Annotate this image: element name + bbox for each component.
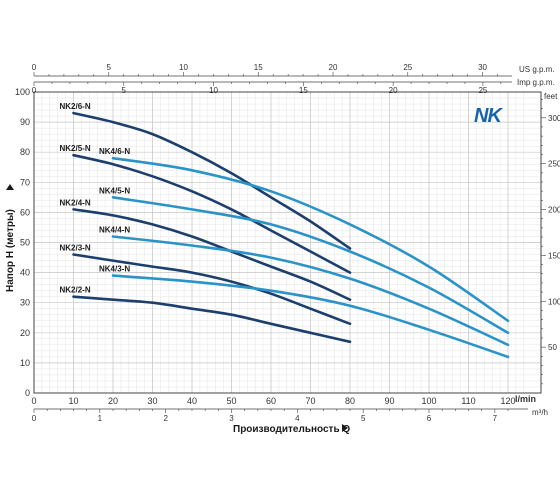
y-tick-label: 90 xyxy=(20,117,30,127)
bottom2-unit: m³/h xyxy=(532,408,548,417)
curve-nk4-4-n xyxy=(111,235,510,347)
curve-nk2-4-n xyxy=(72,208,352,301)
x-axis-title: Производительность Q xyxy=(233,424,350,435)
y2-unit: feet xyxy=(544,92,558,101)
bottom2-tick-label: 0 xyxy=(32,414,37,423)
curve-label-nk2-3-n: NK2/3-N xyxy=(60,244,91,253)
x-tick-label: 50 xyxy=(226,396,236,406)
x-tick-label: 10 xyxy=(68,396,78,406)
y-tick-label: 20 xyxy=(20,328,30,338)
y-tick-label: 10 xyxy=(20,358,30,368)
top2-tick-label: 25 xyxy=(478,86,487,95)
y-axis-title: Напор H (метры) xyxy=(5,209,16,292)
bottom2-tick-label: 6 xyxy=(427,414,432,423)
y2-tick-label: 50 xyxy=(548,343,557,352)
top1-tick-label: 5 xyxy=(107,63,112,72)
top2-unit: Imp g.p.m. xyxy=(517,78,555,87)
curve-label-nk2-5-n: NK2/5-N xyxy=(60,144,91,153)
y-tick-label: 100 xyxy=(15,87,30,97)
x-tick-label: 40 xyxy=(187,396,197,406)
bottom2-tick-label: 2 xyxy=(163,414,168,423)
curve-nk2-3-n xyxy=(72,253,352,326)
top1-tick-label: 20 xyxy=(329,63,338,72)
top2-tick-label: 10 xyxy=(209,86,218,95)
y-axis-arrow-icon xyxy=(6,184,14,190)
x-unit: l/min xyxy=(515,394,536,404)
curve-nk2-5-n xyxy=(72,153,352,274)
curve-label-nk2-4-n: NK2/4-N xyxy=(60,198,91,207)
x-tick-label: 120 xyxy=(500,396,515,406)
curves: NK2/6-N NK2/5-N NK2/4-N NK2/3-N NK2/2-N NK4/6… xyxy=(60,102,510,359)
x-tick-label: 90 xyxy=(384,396,394,406)
y2-tick-label: 200 xyxy=(548,206,560,215)
x-tick-label: 30 xyxy=(147,396,157,406)
top1-tick-label: 30 xyxy=(478,63,487,72)
curve-nk2-2-n xyxy=(72,295,352,344)
curve-label-nk4-4-n: NK4/4-N xyxy=(99,225,130,234)
x-tick-label: 100 xyxy=(421,396,436,406)
x-tick-label: 110 xyxy=(461,396,475,406)
top1-tick-label: 25 xyxy=(403,63,412,72)
bottom2-tick-label: 1 xyxy=(98,414,103,423)
y2-tick-label: 250 xyxy=(548,160,560,169)
y-tick-label: 60 xyxy=(20,207,30,217)
y-tick-label: 70 xyxy=(20,177,30,187)
x-tick-label: 70 xyxy=(305,396,315,406)
y-tick-label: 40 xyxy=(20,268,30,278)
top2-tick-label: 0 xyxy=(32,86,37,95)
y2-tick-label: 300 xyxy=(548,114,560,123)
y-tick-label: 50 xyxy=(20,238,30,248)
x-tick-label: 0 xyxy=(31,396,36,406)
top1-tick-label: 0 xyxy=(32,63,37,72)
curve-nk4-5-n xyxy=(111,196,510,335)
y2-tick-label: 150 xyxy=(548,251,560,260)
nk-logo: NK xyxy=(474,105,503,127)
top1-tick-label: 15 xyxy=(254,63,263,72)
y2-tick-label: 100 xyxy=(548,297,560,306)
top2-tick-label: 5 xyxy=(122,86,127,95)
top1-tick-label: 10 xyxy=(179,63,188,72)
y-tick-label: 80 xyxy=(20,147,30,157)
curve-label-nk2-6-n: NK2/6-N xyxy=(60,102,91,111)
top2-tick-label: 15 xyxy=(299,86,308,95)
y-tick-label: 0 xyxy=(25,388,30,398)
top1-unit: US g.p.m. xyxy=(519,65,555,74)
curve-nk4-3-n xyxy=(111,274,510,359)
curve-nk2-6-n xyxy=(72,111,352,250)
x-axis-arrow-icon xyxy=(342,424,348,432)
curve-nk4-6-n xyxy=(111,156,510,323)
curve-label-nk4-6-n: NK4/6-N xyxy=(99,147,130,156)
x-tick-label: 20 xyxy=(108,396,118,406)
x-tick-label: 60 xyxy=(266,396,276,406)
bottom2-tick-label: 3 xyxy=(229,414,234,423)
y-tick-label: 30 xyxy=(20,298,30,308)
curve-label-nk4-3-n: NK4/3-N xyxy=(99,265,130,274)
bottom2-tick-label: 5 xyxy=(361,414,366,423)
bottom2-tick-label: 7 xyxy=(493,414,498,423)
x-tick-label: 80 xyxy=(345,396,355,406)
grid-major xyxy=(33,91,541,394)
top2-tick-label: 20 xyxy=(389,86,398,95)
bottom2-tick-label: 4 xyxy=(295,414,300,423)
curve-label-nk2-2-n: NK2/2-N xyxy=(60,286,91,295)
curve-label-nk4-5-n: NK4/5-N xyxy=(99,186,130,195)
